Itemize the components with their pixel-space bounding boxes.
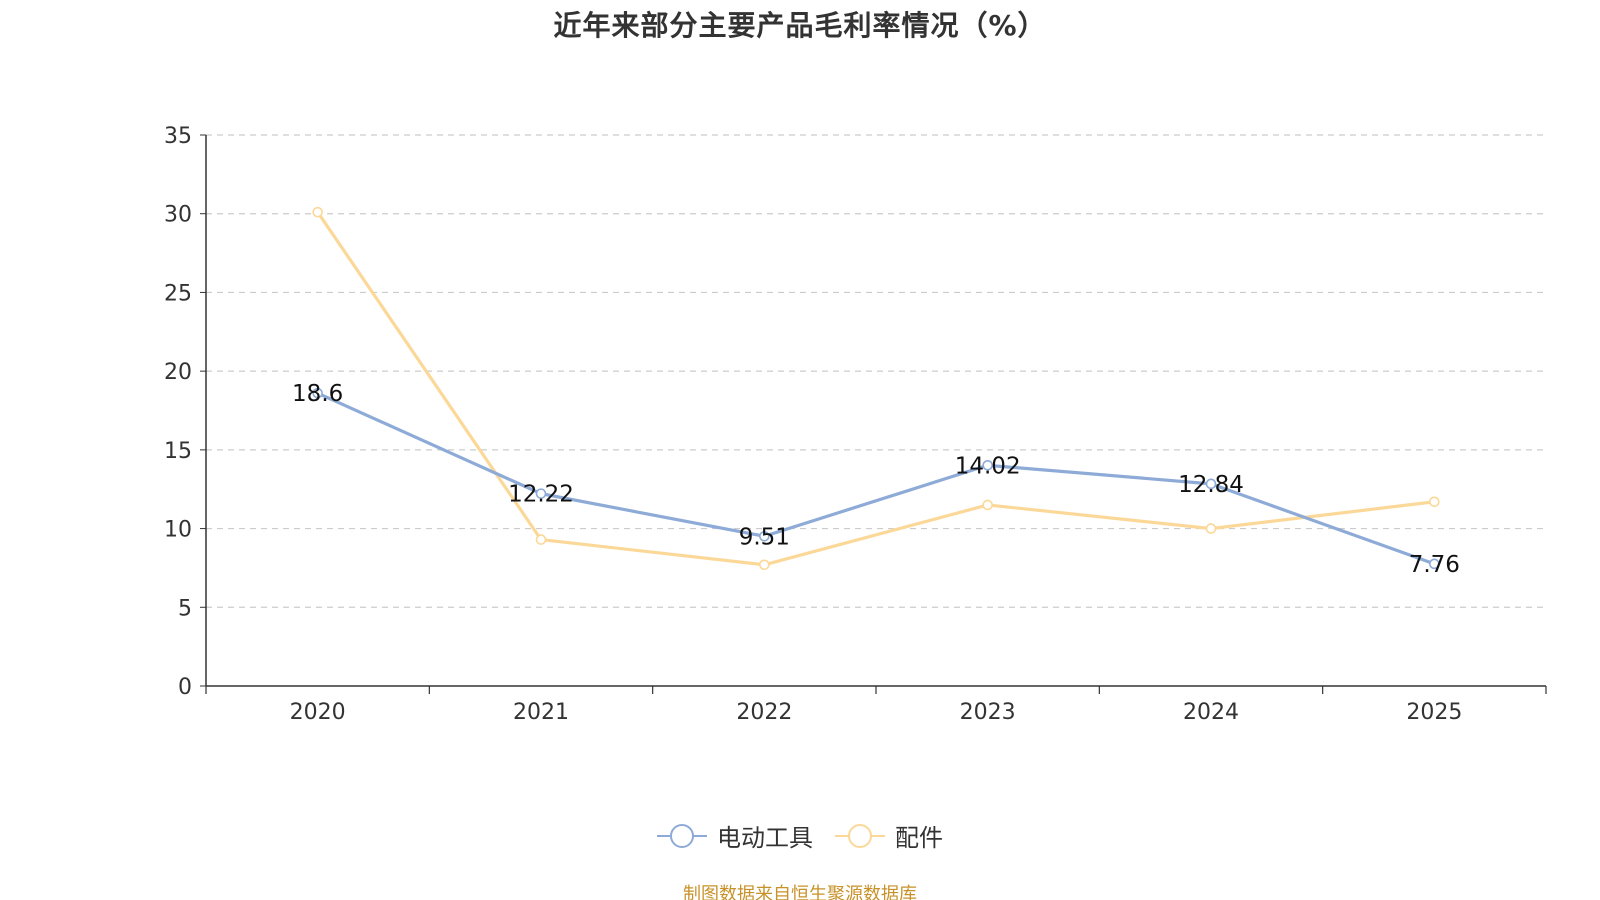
legend: 电动工具 配件: [0, 818, 1600, 853]
legend-label: 电动工具: [717, 824, 813, 852]
legend-line-circle-icon: [657, 823, 707, 848]
data-label: 18.6: [292, 381, 343, 407]
x-tick-label: 2022: [736, 700, 792, 725]
data-labels: 18.6 12.22 9.51 14.02 12.84 7.76: [292, 381, 1460, 578]
grid-lines: [206, 134, 1546, 608]
legend-item-series-0[interactable]: 电动工具: [657, 818, 813, 853]
legend-line-circle-icon: [835, 823, 885, 848]
data-label: 14.02: [955, 453, 1021, 479]
y-tick-label: 20: [164, 360, 192, 385]
series-0-point: [1429, 558, 1440, 570]
series-0-point: [982, 459, 993, 471]
series-line-0: [317, 391, 1435, 566]
chart-title: 近年来部分主要产品毛利率情况（%）: [553, 9, 1047, 42]
series-1-point: [759, 559, 770, 571]
data-label: 12.22: [508, 482, 574, 508]
y-tick-label: 0: [178, 675, 192, 700]
series-1-point: [982, 499, 993, 511]
x-tick-label: 2020: [290, 700, 346, 725]
series-0-point: [759, 530, 770, 542]
series-1-point: [1205, 523, 1217, 534]
series-0-point: [1205, 478, 1217, 490]
y-tick-label: 10: [164, 518, 192, 543]
y-tick-label: 15: [164, 439, 192, 464]
x-tick-label: 2023: [960, 700, 1016, 725]
legend-label: 配件: [895, 824, 943, 852]
series-0-point: [312, 387, 323, 399]
series-1-point: [1429, 496, 1440, 508]
series-1-point: [535, 534, 547, 545]
x-tick-label: 2024: [1183, 700, 1239, 725]
series-line-1: [316, 211, 1435, 567]
source-note: 制图数据来自恒生聚源数据库: [683, 884, 917, 900]
x-tick-label: 2021: [513, 700, 569, 725]
series-0-point: [535, 488, 547, 499]
y-tick-label: 35: [164, 124, 192, 149]
y-tick-label: 30: [164, 203, 192, 228]
y-tick-label: 25: [164, 281, 192, 306]
x-tick-label: 2025: [1406, 700, 1462, 725]
data-label: 12.84: [1178, 472, 1244, 498]
y-tick-label: 5: [178, 596, 192, 621]
series-lines: [312, 206, 1440, 571]
series-1-point: [312, 206, 323, 218]
data-label: 7.76: [1409, 552, 1460, 578]
legend-item-series-1[interactable]: 配件: [835, 818, 943, 853]
data-label: 9.51: [739, 524, 790, 550]
